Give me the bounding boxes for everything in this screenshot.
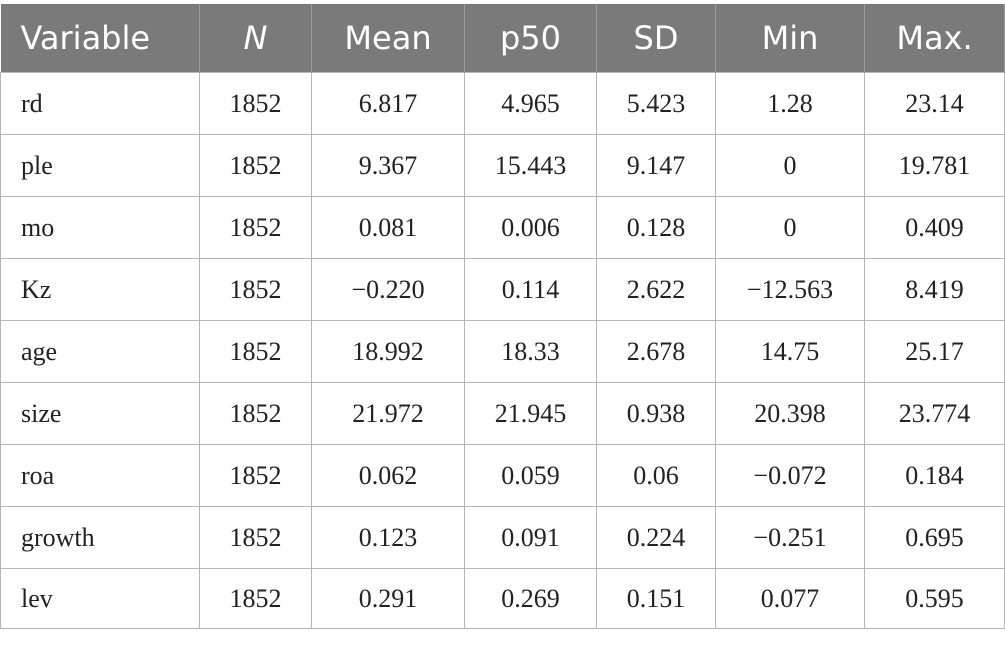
cell-sd: 2.678 [596,320,716,383]
cell-variable: age [0,320,200,383]
cell-n: 1852 [199,506,312,569]
cell-p50: 0.269 [464,568,597,629]
cell-sd: 2.622 [596,258,716,321]
header-variable: Variable [0,4,200,73]
cell-mean: 21.972 [311,382,465,445]
cell-min: 0 [715,134,865,197]
cell-mean: 0.291 [311,568,465,629]
cell-max: 8.419 [864,258,1005,321]
cell-n: 1852 [199,568,312,629]
cell-min: 0.077 [715,568,865,629]
cell-max: 19.781 [864,134,1005,197]
cell-max: 25.17 [864,320,1005,383]
cell-p50: 18.33 [464,320,597,383]
cell-variable: lev [0,568,200,629]
cell-mean: 0.081 [311,196,465,259]
cell-max: 0.409 [864,196,1005,259]
cell-n: 1852 [199,258,312,321]
cell-min: 20.398 [715,382,865,445]
cell-sd: 0.151 [596,568,716,629]
cell-p50: 4.965 [464,72,597,135]
cell-mean: −0.220 [311,258,465,321]
cell-min: −0.251 [715,506,865,569]
header-row: Variable N Mean p50 SD Min Max. [0,4,1005,73]
cell-n: 1852 [199,444,312,507]
cell-sd: 0.06 [596,444,716,507]
cell-p50: 15.443 [464,134,597,197]
cell-sd: 0.128 [596,196,716,259]
header-p50: p50 [464,4,597,73]
cell-min: 14.75 [715,320,865,383]
table-row: size 1852 21.972 21.945 0.938 20.398 23.774 [0,382,1005,445]
cell-n: 1852 [199,196,312,259]
descriptive-statistics-table: Variable N Mean p50 SD Min Max. rd 1852 6.… [0,4,1005,629]
cell-variable: rd [0,72,200,135]
cell-max: 0.595 [864,568,1005,629]
cell-variable: mo [0,196,200,259]
table-row: roa 1852 0.062 0.059 0.06 −0.072 0.184 [0,444,1005,507]
cell-mean: 9.367 [311,134,465,197]
cell-n: 1852 [199,320,312,383]
cell-p50: 0.091 [464,506,597,569]
cell-min: −12.563 [715,258,865,321]
cell-p50: 21.945 [464,382,597,445]
cell-max: 23.774 [864,382,1005,445]
cell-variable: Kz [0,258,200,321]
table-row: growth 1852 0.123 0.091 0.224 −0.251 0.695 [0,506,1005,569]
cell-min: 1.28 [715,72,865,135]
cell-variable: ple [0,134,200,197]
cell-p50: 0.114 [464,258,597,321]
header-min: Min [715,4,865,73]
cell-variable: growth [0,506,200,569]
cell-sd: 9.147 [596,134,716,197]
table-row: mo 1852 0.081 0.006 0.128 0 0.409 [0,196,1005,259]
cell-min: 0 [715,196,865,259]
cell-mean: 0.123 [311,506,465,569]
cell-max: 0.184 [864,444,1005,507]
cell-max: 23.14 [864,72,1005,135]
cell-n: 1852 [199,134,312,197]
table-row: ple 1852 9.367 15.443 9.147 0 19.781 [0,134,1005,197]
cell-min: −0.072 [715,444,865,507]
cell-n: 1852 [199,72,312,135]
cell-mean: 6.817 [311,72,465,135]
cell-mean: 18.992 [311,320,465,383]
header-n: N [199,4,312,73]
table-row: age 1852 18.992 18.33 2.678 14.75 25.17 [0,320,1005,383]
table-body: rd 1852 6.817 4.965 5.423 1.28 23.14 ple 1852 9.3… [0,72,1005,629]
cell-mean: 0.062 [311,444,465,507]
header-mean: Mean [311,4,465,73]
header-max: Max. [864,4,1005,73]
cell-sd: 5.423 [596,72,716,135]
cell-p50: 0.006 [464,196,597,259]
cell-p50: 0.059 [464,444,597,507]
table-row: Kz 1852 −0.220 0.114 2.622 −12.563 8.419 [0,258,1005,321]
cell-n: 1852 [199,382,312,445]
cell-variable: roa [0,444,200,507]
cell-sd: 0.938 [596,382,716,445]
header-sd: SD [596,4,716,73]
table-row: rd 1852 6.817 4.965 5.423 1.28 23.14 [0,72,1005,135]
cell-max: 0.695 [864,506,1005,569]
cell-variable: size [0,382,200,445]
table-row: lev 1852 0.291 0.269 0.151 0.077 0.595 [0,568,1005,629]
cell-sd: 0.224 [596,506,716,569]
